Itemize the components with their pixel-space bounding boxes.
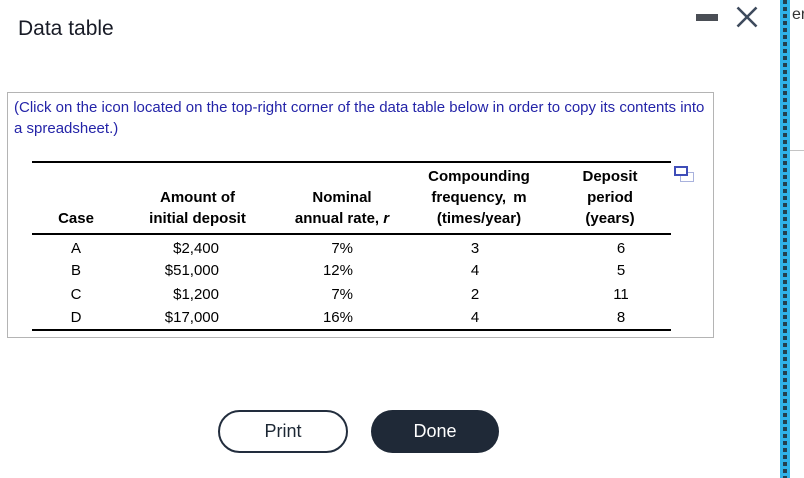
cell-amount: $51,000 bbox=[164, 261, 219, 279]
table-row: B $51,000 12% 4 5 bbox=[32, 258, 671, 282]
cell-period: 11 bbox=[613, 285, 629, 303]
cell-case: B bbox=[70, 261, 81, 279]
cell-frequency: 4 bbox=[470, 261, 480, 279]
cell-rate: 16% bbox=[322, 309, 353, 326]
header-amount-line2: initial deposit bbox=[149, 210, 246, 227]
copy-to-spreadsheet-icon[interactable] bbox=[674, 166, 696, 184]
table-row: C $1,200 7% 2 11 bbox=[32, 282, 671, 306]
frequency-variable-m: m bbox=[513, 189, 527, 206]
col-header-period: Deposit period (years) bbox=[549, 162, 671, 234]
cell-amount: $2,400 bbox=[173, 239, 219, 257]
header-period-line3: (years) bbox=[585, 210, 635, 227]
cell-case: D bbox=[70, 309, 82, 326]
copy-instructions: (Click on the icon located on the top-ri… bbox=[14, 99, 705, 137]
print-button[interactable]: Print bbox=[218, 410, 348, 453]
copy-icon-front-rect bbox=[674, 166, 688, 176]
header-freq-line2: frequency, bbox=[431, 189, 511, 206]
table-row: D $17,000 16% 4 8 bbox=[32, 306, 671, 330]
header-period-line1: Deposit bbox=[582, 168, 638, 185]
cell-period: 6 bbox=[616, 239, 626, 257]
instruction-panel: (Click on the icon located on the top-ri… bbox=[7, 92, 714, 338]
header-rate-line1: Nominal bbox=[312, 189, 372, 206]
cell-period: 8 bbox=[616, 309, 626, 326]
cell-frequency: 4 bbox=[470, 309, 480, 326]
col-header-rate: Nominal annual rate, r bbox=[275, 162, 409, 234]
cell-case: A bbox=[70, 239, 81, 257]
col-header-frequency: Compounding frequency, m (times/year) bbox=[409, 162, 549, 234]
clipped-background-text: er bbox=[792, 6, 804, 23]
splitter-grip-dots bbox=[783, 0, 787, 478]
cell-amount: $1,200 bbox=[173, 285, 219, 303]
cell-frequency: 3 bbox=[470, 239, 480, 257]
done-button[interactable]: Done bbox=[371, 410, 499, 453]
header-period-line2: period bbox=[587, 189, 633, 206]
cell-rate: 7% bbox=[331, 239, 353, 257]
close-x-glyph bbox=[736, 6, 758, 28]
header-case-label: Case bbox=[58, 210, 94, 227]
table-header-row: Case Amount of initial deposit Nominal a… bbox=[32, 162, 671, 234]
cell-rate: 7% bbox=[331, 285, 353, 303]
header-freq-line3: (times/year) bbox=[436, 210, 522, 227]
rate-variable-r: r bbox=[383, 210, 390, 227]
panel-resize-splitter[interactable] bbox=[780, 0, 790, 478]
cell-amount: $17,000 bbox=[164, 309, 219, 326]
minimize-icon[interactable] bbox=[696, 14, 718, 21]
cell-case: C bbox=[70, 285, 82, 303]
cell-rate: 12% bbox=[322, 261, 353, 279]
close-icon[interactable] bbox=[733, 3, 761, 31]
cell-period: 5 bbox=[616, 261, 626, 279]
header-rate-line2: annual rate, bbox=[294, 210, 384, 227]
header-freq-line1: Compounding bbox=[428, 168, 530, 185]
col-header-amount: Amount of initial deposit bbox=[120, 162, 275, 234]
header-amount-line1: Amount of bbox=[160, 189, 235, 206]
cell-frequency: 2 bbox=[470, 285, 480, 303]
background-divider-line bbox=[790, 150, 804, 151]
dialog-title: Data table bbox=[18, 17, 114, 40]
col-header-case: Case bbox=[32, 162, 120, 234]
table-row: A $2,400 7% 3 6 bbox=[32, 234, 671, 258]
data-table: Case Amount of initial deposit Nominal a… bbox=[32, 161, 671, 331]
